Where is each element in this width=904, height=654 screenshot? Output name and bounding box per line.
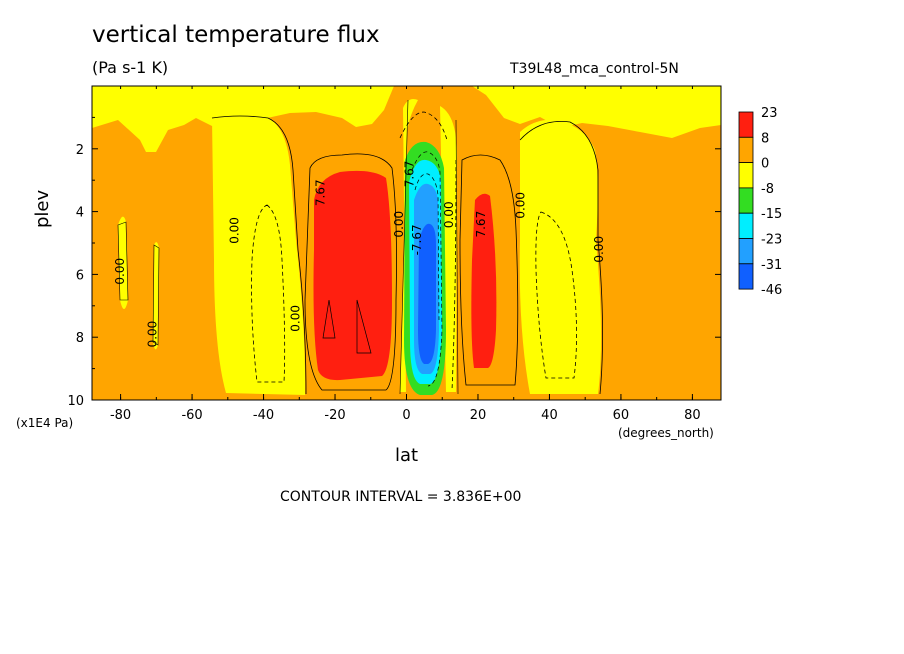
yellow-lobe-right (519, 119, 602, 394)
colorbar-label: -46 (761, 283, 782, 298)
colorbar-label: 8 (761, 131, 769, 146)
yellow-equator-right (440, 106, 458, 392)
y-tick-label: 4 (76, 206, 84, 221)
x-tick-label: 60 (613, 408, 630, 423)
colorbar-label: -31 (761, 258, 782, 273)
contour-label: 0.00 (113, 258, 127, 285)
colorbar-label: -8 (761, 182, 774, 197)
contour-label: 7.67 (474, 211, 488, 238)
contour-label: 0.00 (288, 305, 302, 332)
colorbar-swatch (738, 238, 754, 265)
colorbar-label: -23 (761, 233, 782, 248)
x-tick-label: 0 (402, 408, 410, 423)
yellow-lobe-far-left (118, 216, 128, 309)
chart-units: (Pa s-1 K) (92, 58, 169, 77)
x-axis-label: lat (395, 445, 419, 466)
x-tick-label: 80 (684, 408, 701, 423)
colorbar-label: -15 (761, 207, 782, 222)
colorbar-swatch (738, 136, 754, 164)
dataset-name: T39L48_mca_control-5N (510, 61, 679, 77)
contour-label: 0.00 (228, 217, 242, 244)
contour-label: 0.00 (392, 211, 406, 238)
contour-label: 7.67 (403, 161, 417, 188)
contour-label: 7.67 (313, 179, 327, 206)
contour-line-right (459, 154, 519, 386)
colorbar-label: 0 (761, 157, 769, 172)
contour-label: 0.00 (442, 201, 456, 228)
blue-region (418, 223, 436, 364)
x-tick-label: 40 (541, 408, 558, 423)
contour-label: 0.00 (145, 321, 159, 348)
contour-label: 0.00 (592, 236, 606, 263)
y-axis-unit: (x1E4 Pa) (16, 416, 74, 430)
x-axis-unit: (degrees_north) (618, 426, 714, 440)
colorbar-swatch (738, 212, 754, 239)
yellow-lobe-left-thin (153, 242, 159, 350)
contour-label: 0.00 (513, 192, 527, 219)
x-axis: -80 -60 -40 -20 0 20 40 60 80 (110, 86, 701, 423)
colorbar-label: 23 (761, 106, 778, 121)
contour-line-left (304, 153, 397, 391)
chart-title: vertical temperature flux (92, 22, 380, 48)
y-tick-label: 8 (76, 331, 84, 346)
x-tick-label: -80 (110, 408, 131, 423)
colorbar-swatch (738, 263, 754, 290)
colorbar-swatch (738, 162, 754, 189)
x-tick-label: -60 (181, 408, 202, 423)
y-axis: 2 4 6 8 10 (67, 116, 721, 409)
colorbar-swatch (738, 111, 754, 138)
colorbar: 23 8 0 -8 -15 -23 -31 -46 (738, 106, 782, 298)
y-tick-label: 10 (67, 394, 84, 409)
plot-area (92, 86, 721, 400)
contour-label: -7.67 (410, 224, 424, 255)
x-tick-label: 20 (470, 408, 487, 423)
red-region-right (471, 193, 497, 368)
contour-labels: 0.00 0.00 0.00 0.00 7.67 0.00 7.67 -7.67 0.00 7.6… (113, 161, 606, 348)
y-tick-label: 6 (76, 268, 84, 283)
y-tick-label: 2 (76, 143, 84, 158)
yellow-lobe-left (212, 116, 306, 395)
yellow-top-right (472, 86, 721, 138)
x-tick-label: -40 (253, 408, 274, 423)
yellow-top-left (92, 86, 394, 152)
contour-interval: CONTOUR INTERVAL = 3.836E+00 (280, 489, 522, 505)
colorbar-swatch (738, 187, 754, 214)
x-tick-label: -20 (324, 408, 345, 423)
